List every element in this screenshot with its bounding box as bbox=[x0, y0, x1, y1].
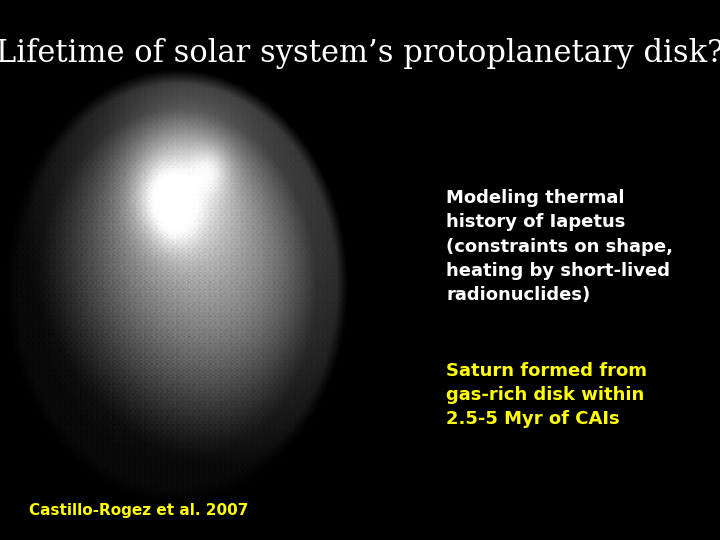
Text: Castillo-Rogez et al. 2007: Castillo-Rogez et al. 2007 bbox=[29, 503, 248, 518]
Text: Saturn formed from
gas-rich disk within
2.5-5 Myr of CAIs: Saturn formed from gas-rich disk within … bbox=[446, 362, 647, 428]
Text: Lifetime of solar system’s protoplanetary disk?: Lifetime of solar system’s protoplanetar… bbox=[0, 38, 720, 69]
Text: Modeling thermal
history of Iapetus
(constraints on shape,
heating by short-live: Modeling thermal history of Iapetus (con… bbox=[446, 189, 673, 304]
